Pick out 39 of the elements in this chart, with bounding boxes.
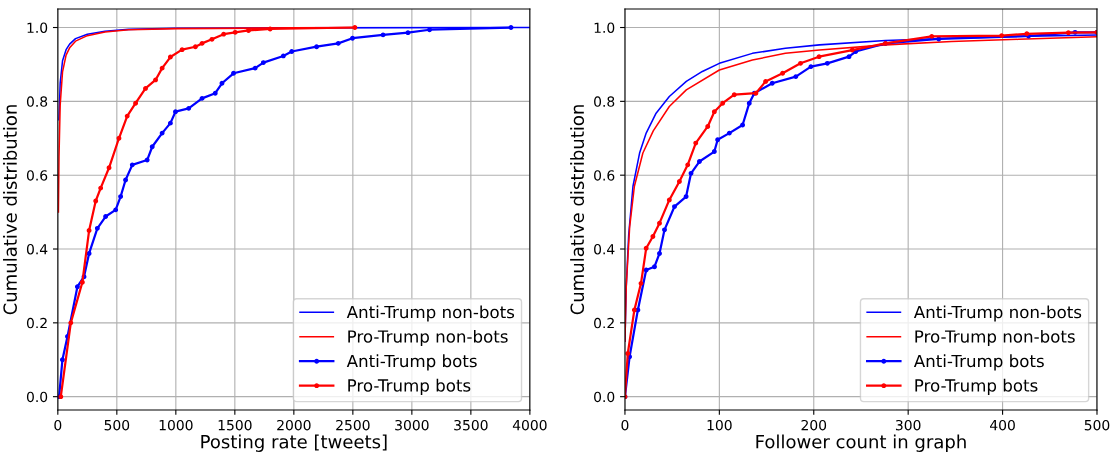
y-tick-label: 0.2: [26, 317, 47, 329]
legend-label: Pro-Trump non-bots: [348, 329, 508, 347]
x-tick-label: 3500: [454, 419, 488, 431]
y-tick-label: 0.6: [594, 170, 615, 181]
y-tick-label: 1.0: [594, 22, 615, 33]
y-axis-title: Cumulative distribution: [570, 105, 585, 315]
x-tick-label: 3000: [395, 419, 429, 431]
legend-label: Pro-Trump bots: [348, 378, 471, 395]
y-tick-label: 0.2: [594, 317, 614, 329]
legend-label: Anti-Trump non-bots: [346, 305, 515, 322]
legend-label: Anti-Trump non-bots: [913, 305, 1082, 322]
legend-label: Pro-Trump bots: [915, 378, 1038, 395]
y-tick-label: 0.8: [26, 96, 48, 107]
x-tick-label: 500: [1084, 419, 1110, 431]
y-tick-label: 0.6: [26, 170, 48, 181]
x-tick-label: 1500: [218, 419, 252, 431]
legend-label: Pro-Trump non-bots: [915, 329, 1075, 347]
y-tick-label: 0.0: [26, 391, 48, 403]
x-tick-label: 300: [895, 419, 921, 431]
x-tick-label: 500: [104, 419, 130, 431]
legend-label: Anti-Trump bots: [346, 354, 477, 371]
y-tick-label: 0.4: [26, 243, 48, 255]
y-tick-label: 0.8: [594, 96, 615, 107]
y-tick-label: 0.4: [594, 243, 615, 255]
x-tick-label: 1000: [159, 419, 193, 431]
x-axis-title: Follower count in graph: [756, 434, 966, 452]
x-tick-label: 4000: [512, 419, 547, 431]
x-tick-label: 400: [990, 419, 1015, 431]
x-tick-label: 100: [707, 419, 732, 431]
x-tick-label: 0: [54, 419, 62, 431]
y-tick-label: 0.0: [594, 391, 615, 403]
x-axis-title: Posting rate [tweets]: [201, 434, 387, 452]
x-tick-label: 0: [621, 419, 629, 431]
x-tick-label: 2000: [277, 419, 311, 431]
x-tick-label: 200: [801, 419, 827, 431]
y-axis-title: Cumulative distribution: [2, 105, 17, 315]
legend-label: Anti-Trump bots: [913, 354, 1044, 371]
y-tick-label: 1.0: [27, 22, 48, 33]
x-tick-label: 2500: [336, 419, 370, 431]
